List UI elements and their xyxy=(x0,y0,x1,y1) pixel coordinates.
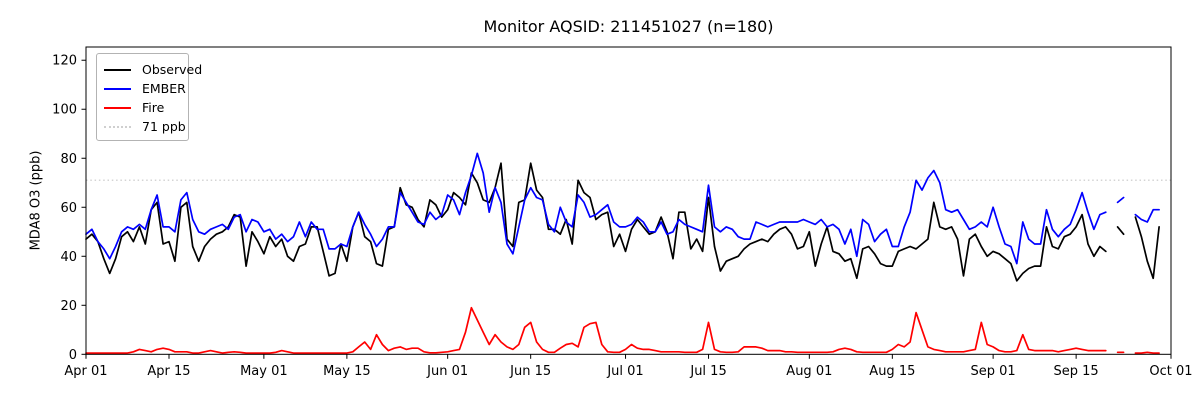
legend-entry-threshold: 71 ppb xyxy=(104,117,188,136)
x-tick-label: Jul 01 xyxy=(606,364,643,379)
legend-line-threshold-icon xyxy=(104,125,131,128)
legend-label: 71 ppb xyxy=(142,119,186,134)
y-tick-label: 40 xyxy=(60,250,77,265)
series-line-observed xyxy=(85,162,1160,282)
legend: Observed EMBER Fire 71 ppb xyxy=(96,53,202,141)
y-tick-label: 80 xyxy=(60,152,77,167)
x-tick-label: Apr 01 xyxy=(64,364,107,379)
x-tick-label: May 15 xyxy=(323,364,371,379)
plot-frame xyxy=(85,46,1172,355)
x-tick-label: Aug 15 xyxy=(869,364,915,379)
x-tick-label: Oct 01 xyxy=(1149,364,1192,379)
legend-line-ember-icon xyxy=(104,87,131,90)
x-tick-label: Sep 01 xyxy=(971,364,1016,379)
x-tick-label: Sep 15 xyxy=(1054,364,1099,379)
x-tick-label: Jul 15 xyxy=(689,364,726,379)
legend-line-fire-icon xyxy=(104,106,131,109)
series-line-fire xyxy=(85,306,1160,354)
y-tick-label: 0 xyxy=(69,348,77,363)
x-tick-label: Apr 15 xyxy=(147,364,190,379)
series-line-ember xyxy=(85,152,1160,265)
y-tick-label: 120 xyxy=(52,54,77,69)
y-tick-label: 60 xyxy=(60,201,77,216)
legend-entry-observed: Observed xyxy=(104,60,202,79)
x-tick-label: Jun 01 xyxy=(426,364,468,379)
legend-entry-ember: EMBER xyxy=(104,79,188,98)
legend-line-observed-icon xyxy=(104,68,131,71)
legend-label: Fire xyxy=(142,100,165,115)
y-tick-label: 20 xyxy=(60,299,77,314)
x-tick-label: Aug 01 xyxy=(786,364,832,379)
x-tick-label: Jun 15 xyxy=(509,364,551,379)
legend-entry-fire: Fire xyxy=(104,98,188,117)
x-tick-label: May 01 xyxy=(240,364,288,379)
legend-label: Observed xyxy=(142,62,203,77)
y-tick-label: 100 xyxy=(52,103,77,118)
chart-title: Monitor AQSID: 211451027 (n=180) xyxy=(483,17,774,36)
legend-label: EMBER xyxy=(142,81,186,96)
